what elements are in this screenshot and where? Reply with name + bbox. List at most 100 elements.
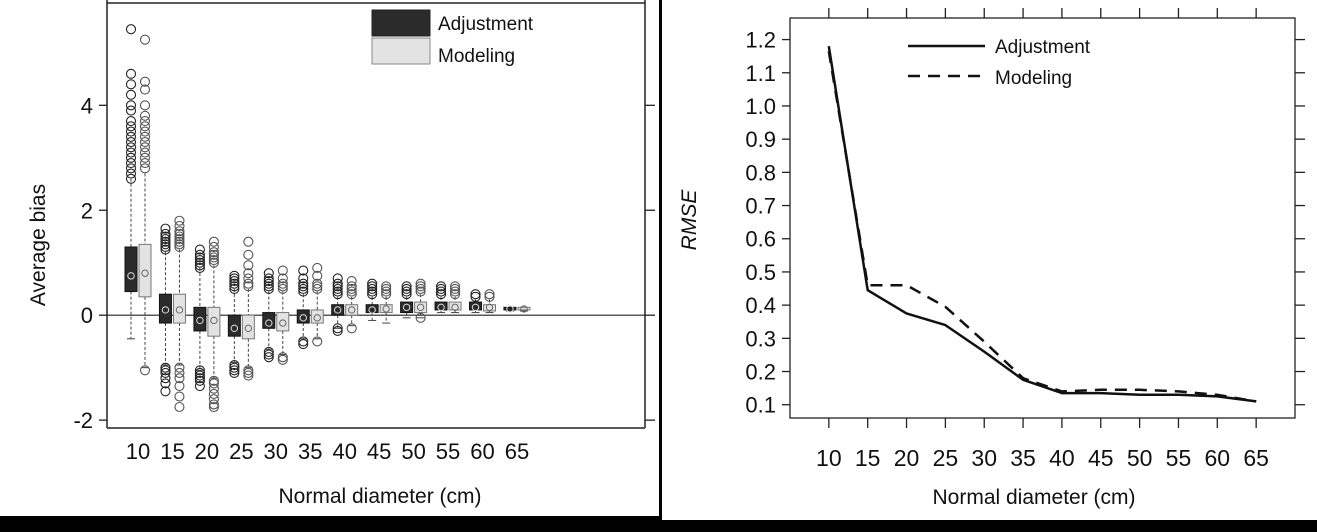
left-x-axis-label: Normal diameter (cm) (278, 485, 481, 508)
left-x-tick-label: 30 (264, 439, 288, 464)
outlier-point (484, 289, 495, 300)
outlier-point (160, 223, 171, 234)
outlier-point (415, 312, 426, 323)
box-median-marker (416, 303, 425, 312)
outlier-point (139, 147, 151, 158)
outlier-point (139, 136, 151, 148)
outlier-point (277, 352, 288, 363)
outlier-point (332, 281, 343, 292)
outlier-point (298, 283, 309, 295)
outlier-point (263, 352, 274, 363)
outlier-point (125, 121, 137, 132)
outlier-point (174, 226, 185, 237)
outlier-point (194, 367, 205, 378)
outlier-point (208, 249, 219, 260)
outlier-point (415, 283, 426, 295)
outlier-point (174, 241, 185, 253)
outlier-point (160, 244, 171, 255)
outlier-point (367, 283, 378, 295)
box-median-marker (402, 303, 411, 312)
box-modeling (138, 243, 152, 298)
outlier-point (139, 365, 151, 376)
outlier-point (277, 273, 288, 284)
outlier-point (194, 365, 205, 376)
outlier-point (139, 157, 151, 169)
legend-modeling-swatch (371, 37, 431, 65)
box-median-marker (244, 324, 253, 333)
right-chart-line: 0.10.20.30.40.50.60.70.80.91.01.11.2 10 1… (678, 8, 1305, 509)
box-adjustment (365, 304, 379, 314)
outlier-point (277, 265, 288, 276)
outlier-point (415, 286, 426, 297)
outlier-point (139, 100, 151, 111)
box-median-marker (210, 316, 218, 325)
outlier-point (243, 260, 254, 271)
left-y-axis-label: Average bias (27, 184, 50, 306)
outlier-point (194, 244, 205, 255)
right-y-ticks: 0.1 0.2 0.3 0.4 0.5 0.6 0.7 0.8 0.9 1.0 1.1 1.2 (745, 28, 1305, 418)
left-x-tick-label: 65 (505, 439, 529, 464)
outlier-point (401, 289, 412, 300)
right-y-tick-label: 1.0 (745, 94, 776, 119)
outlier-point (449, 286, 461, 297)
outlier-point (174, 367, 185, 378)
outlier-point (194, 257, 205, 268)
outlier-point (381, 286, 392, 297)
outlier-point (160, 239, 171, 250)
left-x-tick-labels: 10 15 20 25 30 35 40 45 50 55 60 65 (126, 439, 529, 464)
outlier-point (139, 163, 151, 174)
right-y-tick-label: 1.1 (745, 61, 776, 86)
outlier-point (125, 152, 137, 163)
outlier-point (125, 100, 137, 111)
outlier-point (125, 105, 137, 116)
box-median-marker (437, 303, 445, 312)
outlier-point (174, 234, 185, 245)
outlier-point (208, 255, 219, 266)
left-x-tick-label: 40 (332, 439, 356, 464)
box-modeling (276, 312, 290, 332)
box-median-marker (175, 306, 184, 314)
outlier-point (243, 370, 254, 381)
outlier-point (125, 163, 137, 174)
outlier-point (208, 399, 219, 410)
right-x-tick-label: 30 (971, 445, 997, 471)
outlier-point (174, 215, 185, 226)
outlier-point (277, 283, 288, 295)
outlier-point (277, 278, 288, 289)
left-x-tick-label: 60 (470, 439, 494, 464)
outlier-point (139, 142, 151, 153)
box-modeling (241, 314, 255, 340)
right-legend: Adjustment Modeling (908, 37, 1091, 89)
outlier-point (470, 289, 481, 300)
box-adjustment (400, 301, 414, 314)
outlier-point (312, 278, 323, 289)
outlier-point (263, 281, 274, 292)
legend-modeling-label-right: Modeling (995, 68, 1072, 89)
left-y-ticks: -2 0 2 4 (73, 93, 655, 433)
outlier-point (194, 255, 205, 266)
series-line-modeling (827, 50, 1257, 403)
right-x-ticks: 10 15 20 25 30 35 40 45 50 55 60 65 (816, 8, 1269, 471)
right-x-tick-label: 60 (1205, 445, 1231, 471)
right-y-tick-label: 1.2 (745, 28, 776, 53)
box-modeling (517, 306, 531, 311)
box-modeling (345, 304, 359, 316)
outlier-point (332, 283, 343, 295)
box-median-marker (299, 314, 307, 322)
outlier-point (125, 24, 137, 35)
outlier-point (139, 76, 151, 87)
outlier-point (139, 131, 151, 142)
box-adjustment (227, 314, 241, 337)
box-adjustment (503, 306, 517, 311)
box-modeling (414, 301, 428, 314)
outlier-point (435, 286, 447, 297)
outlier-point (435, 281, 447, 292)
box-median-marker (506, 305, 514, 313)
outlier-point (381, 283, 392, 295)
right-y-tick-label: 0.1 (745, 393, 776, 418)
left-x-tick-label: 50 (401, 439, 425, 464)
outlier-point (449, 281, 461, 292)
outlier-point (229, 365, 240, 376)
right-y-tick-label: 0.4 (745, 293, 776, 318)
